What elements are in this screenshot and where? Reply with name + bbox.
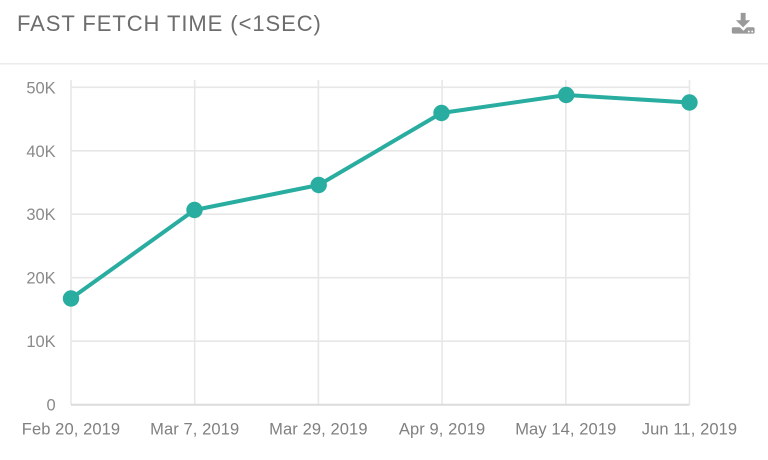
svg-text:May 14, 2019: May 14, 2019 bbox=[515, 421, 616, 439]
svg-text:20K: 20K bbox=[26, 270, 55, 288]
svg-text:Jun 11, 2019: Jun 11, 2019 bbox=[642, 421, 737, 439]
svg-text:50K: 50K bbox=[26, 79, 55, 97]
svg-text:0: 0 bbox=[47, 397, 56, 415]
svg-text:Feb 20, 2019: Feb 20, 2019 bbox=[22, 421, 120, 439]
svg-text:40K: 40K bbox=[26, 143, 55, 161]
svg-text:Apr 9, 2019: Apr 9, 2019 bbox=[399, 421, 485, 439]
svg-text:FAST FETCH TIME (<1SEC): FAST FETCH TIME (<1SEC) bbox=[17, 11, 322, 36]
svg-text:Mar 29, 2019: Mar 29, 2019 bbox=[269, 421, 367, 439]
svg-text:10K: 10K bbox=[26, 333, 55, 351]
svg-text:30K: 30K bbox=[26, 206, 55, 224]
svg-text:Mar 7, 2019: Mar 7, 2019 bbox=[150, 421, 239, 439]
